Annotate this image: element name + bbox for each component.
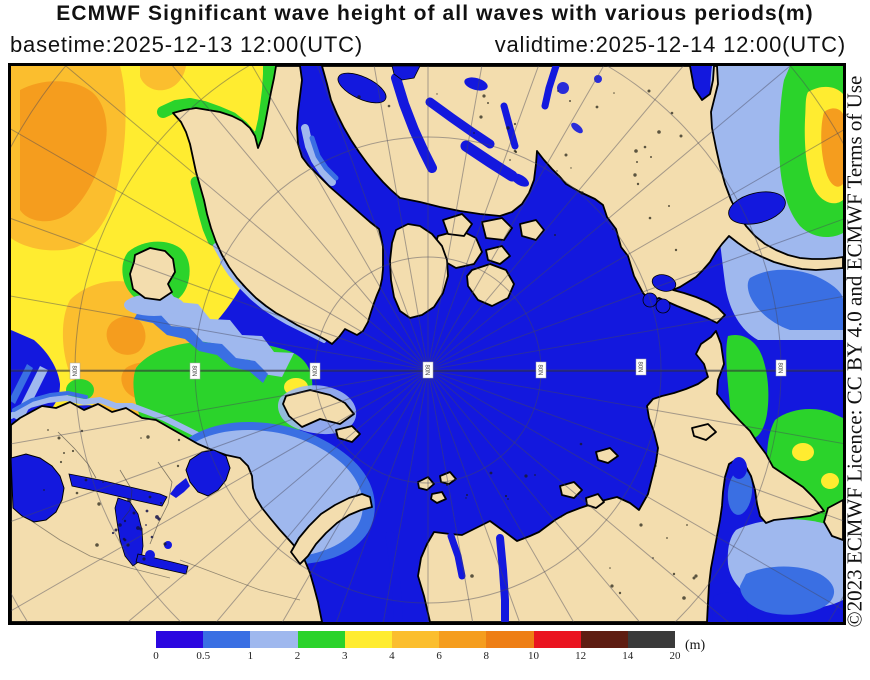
svg-text:80N: 80N <box>777 362 783 373</box>
svg-text:80N: 80N <box>311 365 317 376</box>
svg-text:80N: 80N <box>537 364 543 375</box>
svg-text:80N: 80N <box>637 361 643 372</box>
svg-text:80N: 80N <box>191 365 197 376</box>
svg-text:80N: 80N <box>424 364 430 375</box>
svg-text:80N: 80N <box>71 365 77 376</box>
